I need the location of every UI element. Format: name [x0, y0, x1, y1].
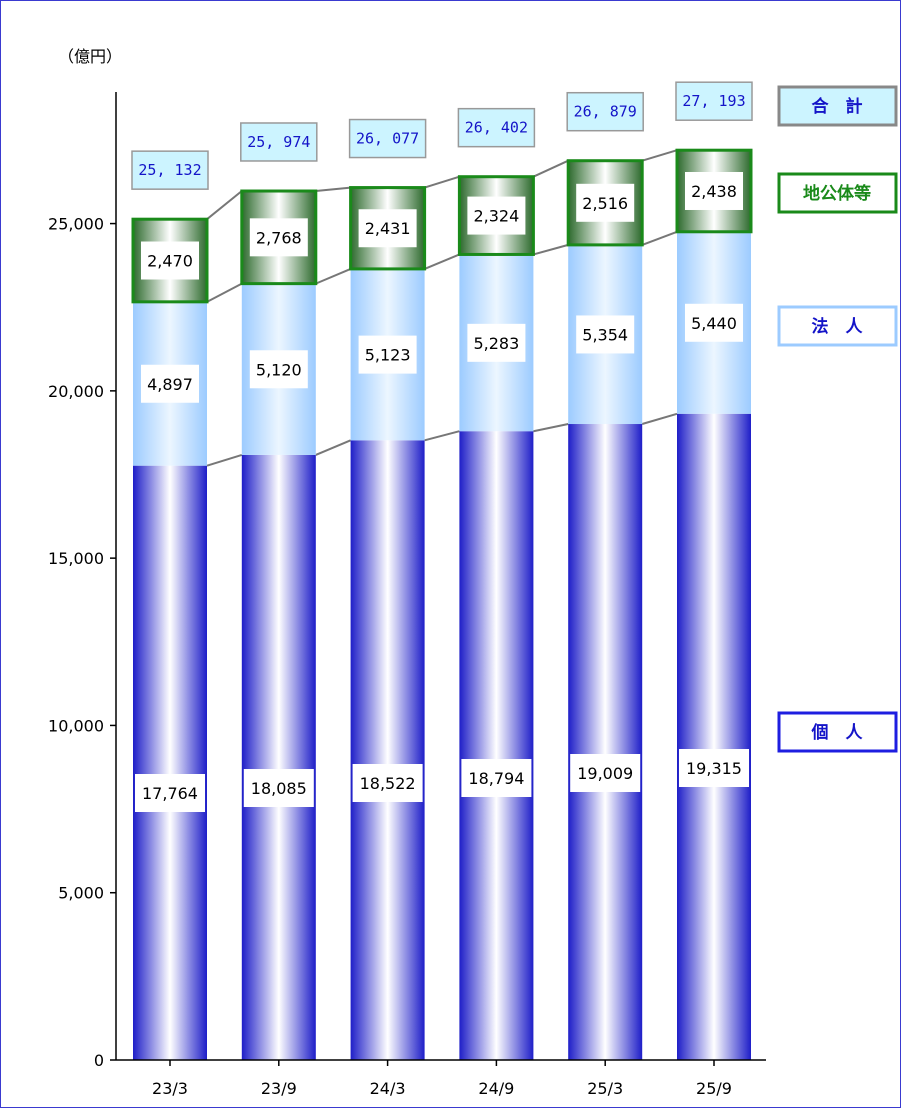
connector-line: [641, 149, 678, 162]
value-label-bg: [358, 335, 417, 374]
value-label: 2,516: [582, 194, 628, 213]
value-label-bg: [467, 196, 526, 235]
value-label: 18,085: [251, 779, 307, 798]
y-tick-label: 0: [94, 1051, 104, 1070]
bar-segment-individual: [568, 424, 643, 1061]
total-label: 25, 132: [138, 161, 201, 179]
connector-line: [206, 282, 243, 303]
legend-label-local-gov: 地公体等: [803, 183, 871, 204]
legend-item-local-gov: 地公体等: [777, 172, 898, 214]
connector-line: [532, 159, 569, 178]
total-label: 25, 974: [247, 133, 310, 151]
legend: 合 計 地公体等 法 人 個 人: [777, 85, 898, 753]
total-label-box: [348, 118, 427, 159]
connector-line: [206, 190, 243, 220]
y-tick-label: 10,000: [48, 716, 104, 735]
legend-label-individual: 個 人: [811, 722, 864, 743]
total-label-box: [457, 107, 536, 148]
total-label-box: [675, 81, 753, 121]
connector-line: [533, 423, 569, 433]
value-label-bg: [249, 350, 308, 389]
value-label-bg: [249, 218, 308, 257]
bar-segment-individual: [459, 431, 534, 1061]
axes-group: 0 5,000 10,000 15,000 20,000 25,000 23/3 23/9 24…: [48, 92, 766, 1098]
legend-item-individual: 個 人: [777, 711, 898, 753]
value-label-bg: [576, 315, 635, 354]
x-tick-label: 25/9: [696, 1079, 732, 1098]
bar-segment-individual: [350, 440, 425, 1060]
value-labels: 17,764 4,897 2,470 25, 132 18,085 5,120 2,768 2…: [131, 81, 753, 812]
connector-line: [315, 439, 351, 456]
value-label: 2,438: [691, 182, 737, 201]
value-label: 5,440: [691, 314, 737, 333]
value-label-bg: [135, 774, 205, 812]
bar-segment-individual: [677, 413, 751, 1060]
value-label: 19,009: [577, 764, 633, 783]
value-label: 2,768: [256, 228, 302, 247]
y-tick-label: 15,000: [48, 549, 104, 568]
value-label-bg: [685, 171, 743, 210]
y-tick-label: 5,000: [58, 884, 104, 903]
total-label: 27, 193: [682, 92, 745, 110]
total-label-box: [566, 91, 644, 132]
total-label: 26, 879: [574, 103, 637, 121]
connector-line: [424, 253, 460, 270]
value-label-bg: [461, 759, 532, 797]
x-tick-label: 24/3: [370, 1079, 406, 1098]
value-label: 5,354: [582, 325, 628, 344]
value-label: 5,283: [473, 334, 519, 353]
bar-segment-individual: [241, 454, 316, 1060]
x-tick-label: 25/3: [587, 1079, 623, 1098]
connector-line: [315, 186, 351, 193]
x-tick-label: 23/9: [261, 1079, 297, 1098]
value-label: 17,764: [142, 784, 198, 803]
connector-line: [424, 175, 460, 189]
value-label-bg: [358, 209, 417, 248]
connector-line: [206, 453, 243, 467]
value-label-bg: [141, 241, 199, 280]
bar-segment-individual: [133, 465, 207, 1060]
value-label-bg: [679, 749, 749, 787]
legend-item-total: 合 計: [777, 85, 898, 127]
legend-label-corporate: 法 人: [812, 316, 864, 337]
connector-line: [315, 267, 351, 285]
total-label-box: [240, 122, 318, 162]
bars-group: [131, 148, 753, 1061]
connector-lines: [206, 149, 678, 467]
legend-label-total: 合 計: [812, 96, 863, 117]
total-label-box: [131, 150, 209, 190]
legend-item-corporate: 法 人: [777, 305, 898, 347]
value-label-bg: [570, 754, 641, 792]
y-tick-label: 25,000: [48, 215, 104, 234]
value-label-bg: [352, 764, 423, 802]
connector-line: [533, 243, 569, 256]
connector-line: [641, 412, 678, 425]
value-label: 4,897: [147, 375, 193, 394]
x-tick-label: 23/3: [152, 1079, 188, 1098]
unit-label: （億円）: [58, 47, 122, 66]
value-label: 18,522: [360, 774, 416, 793]
value-label: 2,431: [365, 219, 411, 238]
total-label: 26, 402: [465, 119, 528, 137]
value-label: 5,123: [365, 346, 411, 365]
value-label: 5,120: [256, 360, 302, 379]
value-label: 18,794: [468, 769, 524, 788]
value-label-bg: [467, 323, 526, 362]
connector-line: [424, 430, 460, 442]
y-tick-label: 20,000: [48, 382, 104, 401]
value-label-bg: [685, 303, 743, 342]
x-tick-label: 24/9: [478, 1079, 514, 1098]
connector-line: [641, 230, 678, 246]
total-label: 26, 077: [356, 130, 419, 148]
value-label-bg: [243, 769, 314, 807]
value-label-bg: [141, 364, 199, 403]
value-label: 19,315: [686, 759, 742, 778]
value-label-bg: [576, 183, 635, 222]
value-label: 2,324: [473, 207, 519, 226]
value-label: 2,470: [147, 252, 193, 271]
